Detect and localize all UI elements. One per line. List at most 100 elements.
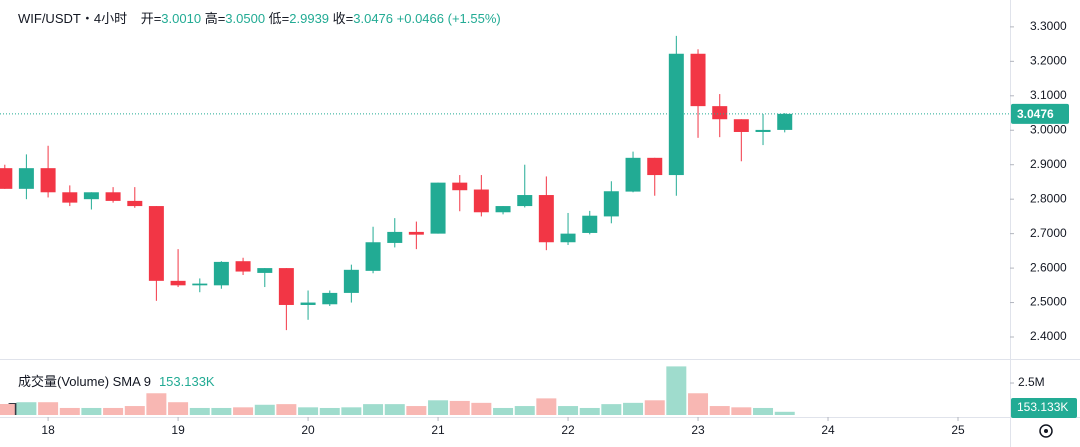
candle-body — [300, 302, 316, 305]
volume-bar — [233, 407, 254, 415]
candle-body — [473, 189, 489, 213]
volume-bar — [103, 407, 124, 415]
candle-body — [430, 182, 446, 234]
volume-bar — [579, 407, 600, 415]
volume-bar — [558, 406, 579, 415]
y-tick-label: 3.3000 — [1030, 19, 1067, 33]
y-tick-label: 2.6000 — [1030, 260, 1067, 274]
candle-body — [538, 195, 554, 243]
volume-bar — [59, 407, 80, 415]
volume-title[interactable]: 成交量(Volume) SMA 9 — [18, 374, 151, 389]
candle-body — [343, 269, 359, 293]
x-tick-label: 23 — [691, 423, 705, 437]
candle-body — [105, 192, 121, 201]
volume-bar — [731, 407, 752, 415]
y-tick-label: 2.5M — [1018, 375, 1045, 389]
x-tick-label: 22 — [561, 423, 575, 437]
volume-bar — [666, 366, 687, 415]
high-label: 高= — [204, 11, 226, 26]
volume-bar — [406, 406, 427, 415]
volume-bar — [449, 400, 470, 415]
candle-body — [257, 268, 273, 273]
candle-body — [148, 206, 164, 281]
x-tick-label: 18 — [41, 423, 55, 437]
candle-body — [278, 268, 294, 305]
candle-body — [235, 261, 251, 272]
volume-bar — [254, 404, 275, 415]
volume-bar — [428, 400, 449, 415]
candle-body — [62, 192, 78, 203]
volume-bar — [644, 400, 665, 415]
candle-body — [213, 261, 229, 286]
candle-body — [0, 168, 13, 189]
candle-body — [387, 231, 403, 243]
volume-bar — [623, 402, 644, 415]
settings-button[interactable] — [1039, 424, 1053, 438]
volume-bar — [319, 407, 340, 415]
volume-bar — [709, 406, 730, 415]
low-label: 低= — [268, 11, 290, 26]
sma-axis-label: 153.133K — [1017, 400, 1068, 414]
candle-body — [668, 53, 684, 176]
y-tick-label: 3.0000 — [1030, 122, 1067, 136]
x-tick-label: 25 — [951, 423, 965, 437]
symbol-legend: WIF/USDT・4小时 开=3.0010 高=3.0500 低=2.9939 … — [18, 8, 501, 27]
volume-bar — [688, 393, 709, 415]
volume-bar — [276, 404, 297, 415]
candle-body — [582, 215, 598, 233]
candle-body — [733, 119, 749, 132]
interval[interactable]: 4小时 — [93, 11, 128, 26]
volume-bar — [38, 402, 59, 415]
volume-bar — [536, 398, 557, 415]
volume-sma: 153.133K — [158, 374, 215, 389]
candle-body — [495, 206, 511, 213]
volume-bar — [298, 407, 319, 415]
change-percent: (+1.55%) — [447, 11, 501, 26]
volume-bar — [384, 404, 405, 415]
candle-body — [777, 113, 793, 130]
symbol[interactable]: WIF/USDT — [18, 11, 81, 26]
y-tick-label: 3.2000 — [1030, 54, 1067, 68]
candle-body — [755, 129, 771, 132]
candle-body — [603, 191, 619, 217]
open-value: 3.0010 — [161, 11, 202, 26]
candle-body — [625, 157, 641, 192]
candle-body — [712, 106, 728, 120]
volume-bar — [146, 393, 167, 415]
candle-body — [18, 168, 34, 189]
volume-bar — [16, 402, 37, 415]
volume-bar — [211, 407, 232, 415]
x-tick-label: 21 — [431, 423, 445, 437]
candle-body — [322, 292, 338, 305]
y-tick-label: 2.9000 — [1030, 157, 1067, 171]
candle-body — [560, 233, 576, 243]
volume-bar — [471, 402, 492, 415]
candle-body — [365, 242, 381, 271]
separator: ・ — [80, 11, 94, 26]
volume-bar — [341, 407, 362, 415]
candle-body — [170, 280, 186, 286]
volume-bar — [601, 404, 622, 415]
volume-bar — [363, 404, 384, 415]
y-tick-label: 2.8000 — [1030, 191, 1067, 205]
volume-bar — [753, 407, 774, 415]
candle-body — [40, 168, 56, 193]
close-label: 收= — [332, 11, 354, 26]
x-tick-label: 20 — [301, 423, 315, 437]
candle-body — [408, 231, 424, 235]
y-tick-label: 2.4000 — [1030, 329, 1067, 343]
last-price-box — [1011, 103, 1069, 124]
volume-bar — [168, 402, 189, 415]
candle-body — [647, 157, 663, 176]
last-price-label: 3.0476 — [1017, 107, 1054, 121]
candle-body — [127, 200, 143, 207]
change: +0.0466 — [396, 11, 444, 26]
volume-bar — [493, 407, 514, 415]
y-tick-label: 3.1000 — [1030, 88, 1067, 102]
x-tick-label: 24 — [821, 423, 835, 437]
candle-body — [192, 283, 208, 286]
y-tick-label: 2.5000 — [1030, 295, 1067, 309]
high-value: 3.0500 — [225, 11, 266, 26]
